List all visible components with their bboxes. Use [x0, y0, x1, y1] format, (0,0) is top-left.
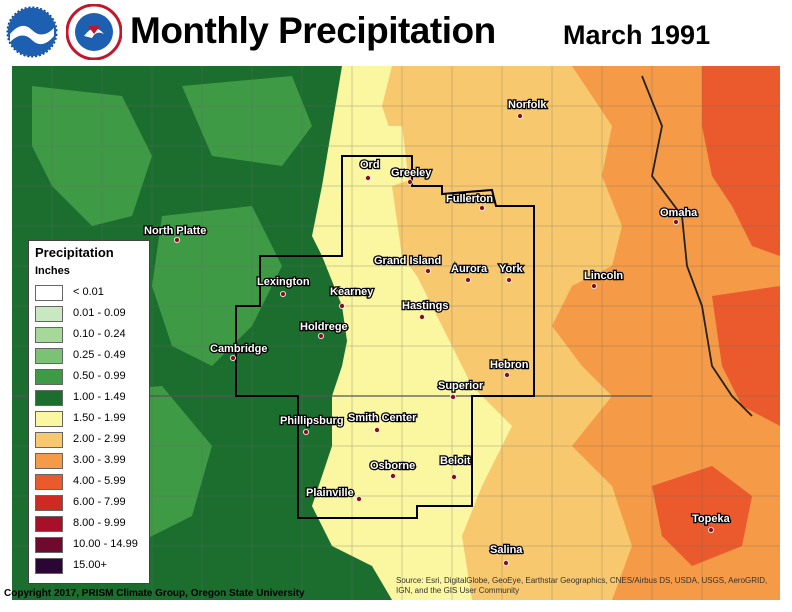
precipitation-map[interactable]: Norfolk Ord Greeley Fullerton North Plat… [12, 66, 780, 600]
precip-zone-orange-center [392, 166, 482, 296]
precip-zone-red-e [712, 286, 780, 426]
precip-zone-green-medium-west [32, 86, 152, 226]
legend-row: 4.00 - 5.99 [35, 472, 147, 492]
legend-title: Precipitation [35, 245, 114, 260]
city-markers [173, 113, 715, 566]
legend-swatch [35, 348, 63, 364]
city-label-ord: Ord [360, 159, 380, 171]
legend-label: 0.01 - 0.09 [73, 307, 126, 319]
city-label-plainville: Plainville [306, 487, 354, 499]
legend-label: 0.10 - 0.24 [73, 328, 126, 340]
city-label-osborne: Osborne [370, 460, 415, 472]
city-labels: Norfolk Ord Greeley Fullerton North Plat… [143, 98, 732, 558]
legend-swatch [35, 285, 63, 301]
city-label-north-platte: North Platte [144, 225, 206, 237]
city-label-omaha: Omaha [660, 207, 698, 219]
legend-label: 6.00 - 7.99 [73, 496, 126, 508]
city-label-smith-center: Smith Center [348, 412, 417, 424]
city-label-lincoln: Lincoln [584, 270, 623, 282]
legend-label: 1.50 - 1.99 [73, 412, 126, 424]
city-label-holdrege: Holdrege [300, 321, 348, 333]
city-label-cambridge: Cambridge [210, 343, 267, 355]
legend-swatch [35, 411, 63, 427]
legend-swatch [35, 537, 63, 553]
header: Monthly Precipitation March 1991 [0, 0, 792, 66]
legend-swatch [35, 474, 63, 490]
legend-label: < 0.01 [73, 286, 104, 298]
legend-swatch [35, 432, 63, 448]
national-weather-service-logo [66, 4, 122, 60]
legend-swatch [35, 369, 63, 385]
legend-row: 8.00 - 9.99 [35, 514, 147, 534]
city-label-lexington: Lexington [257, 276, 310, 288]
month-subtitle: March 1991 [563, 20, 711, 50]
source-line-1: Source: Esri, DigitalGlobe, GeoEye, Eart… [396, 576, 768, 585]
city-label-greeley: Greeley [391, 167, 432, 179]
precip-zone-green-medium-north [182, 76, 312, 166]
legend-swatch [35, 516, 63, 532]
legend-label: 0.25 - 0.49 [73, 349, 126, 361]
city-label-superior: Superior [438, 380, 484, 392]
legend-row: 3.00 - 3.99 [35, 451, 147, 471]
city-label-kearney: Kearney [330, 286, 374, 298]
city-label-grand-island: Grand Island [374, 255, 441, 267]
legend-row: 0.50 - 0.99 [35, 367, 147, 387]
copyright-credit: Copyright 2017, PRISM Climate Group, Ore… [4, 588, 305, 599]
legend-row: 1.50 - 1.99 [35, 409, 147, 429]
city-label-fullerton: Fullerton [446, 193, 493, 205]
legend-units: Inches [35, 265, 70, 277]
city-label-topeka: Topeka [692, 513, 731, 525]
precip-zone-orange [552, 66, 780, 600]
legend-label: 4.00 - 5.99 [73, 475, 126, 487]
city-label-beloit: Beloit [440, 455, 471, 467]
legend-row: 15.00+ [35, 556, 147, 576]
city-label-phillipsburg: Phillipsburg [280, 415, 344, 427]
legend-label: 8.00 - 9.99 [73, 517, 126, 529]
legend-swatch [35, 558, 63, 574]
legend-label: 1.00 - 1.49 [73, 391, 126, 403]
precipitation-legend: Precipitation Inches < 0.01 0.01 - 0.09 0.… [28, 240, 150, 584]
legend-swatch [35, 495, 63, 511]
legend-row: 0.10 - 0.24 [35, 325, 147, 345]
noaa-logo [6, 6, 58, 58]
city-label-salina: Salina [490, 544, 523, 556]
legend-label: 10.00 - 14.99 [73, 538, 138, 550]
legend-row: 0.01 - 0.09 [35, 304, 147, 324]
precip-zone-green-medium-center [152, 206, 282, 366]
legend-row: < 0.01 [35, 283, 147, 303]
city-label-hastings: Hastings [402, 300, 448, 312]
city-label-hebron: Hebron [490, 359, 529, 371]
legend-row: 1.00 - 1.49 [35, 388, 147, 408]
legend-swatch [35, 453, 63, 469]
legend-row: 0.25 - 0.49 [35, 346, 147, 366]
legend-row: 10.00 - 14.99 [35, 535, 147, 555]
legend-row: 6.00 - 7.99 [35, 493, 147, 513]
missouri-river [641, 75, 753, 417]
precip-zone-red-ne [702, 66, 780, 256]
map-source-attribution: Source: Esri, DigitalGlobe, GeoEye, Eart… [396, 576, 788, 596]
legend-swatch [35, 306, 63, 322]
legend-label: 0.50 - 0.99 [73, 370, 126, 382]
city-label-aurora: Aurora [451, 263, 488, 275]
legend-label: 2.00 - 2.99 [73, 433, 126, 445]
page-title: Monthly Precipitation [130, 10, 496, 51]
city-label-norfolk: Norfolk [508, 99, 547, 111]
legend-swatch [35, 327, 63, 343]
legend-swatch [35, 390, 63, 406]
legend-label: 3.00 - 3.99 [73, 454, 126, 466]
source-line-2: IGN, and the GIS User Community [396, 586, 520, 595]
legend-row: 2.00 - 2.99 [35, 430, 147, 450]
city-label-york: York [499, 263, 524, 275]
legend-label: 15.00+ [73, 559, 107, 571]
forecast-area-outline [235, 155, 535, 519]
